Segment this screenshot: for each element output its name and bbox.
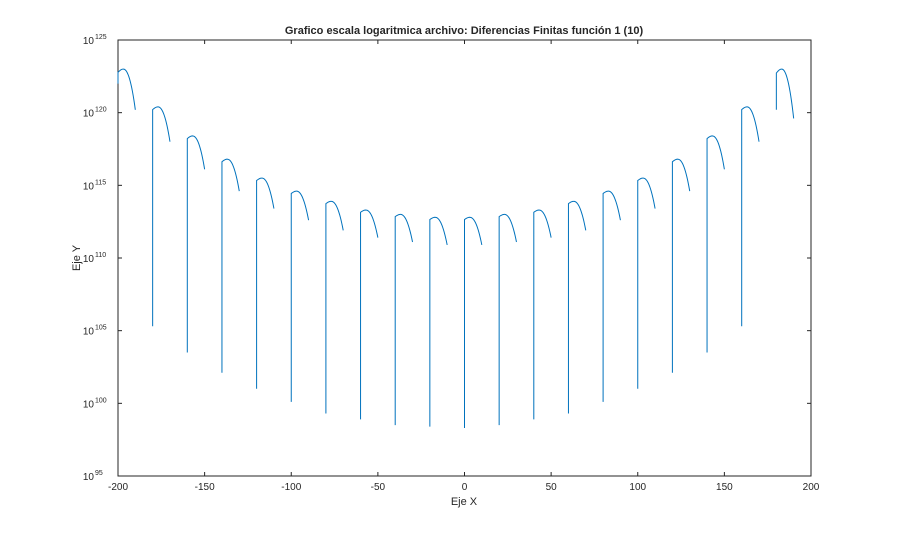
x-tick-label: 200	[803, 482, 820, 493]
y-tick-exponent: 105	[95, 325, 107, 332]
x-tick-label: 150	[716, 482, 733, 493]
series-segment	[394, 213, 414, 426]
y-tick-label: 10	[83, 36, 95, 47]
series-segment	[429, 216, 448, 427]
x-tick-label: 100	[629, 482, 646, 493]
y-tick-exponent: 110	[95, 252, 106, 259]
y-tick-label: 10	[83, 181, 95, 192]
y-tick-exponent: 125	[95, 34, 107, 41]
series-segment	[775, 68, 795, 119]
series-segment	[325, 200, 344, 414]
series-segment	[602, 190, 621, 402]
x-axis: -200 -150 -100 -50 0 50 100 150 200	[108, 40, 820, 493]
series-segment	[567, 200, 587, 414]
y-tick-label: 10	[83, 109, 95, 120]
series-segment	[221, 158, 240, 373]
series-segment	[256, 177, 275, 389]
series-segment	[637, 177, 656, 389]
x-axis-label: Eje X	[451, 496, 478, 508]
y-tick-exponent: 120	[95, 107, 107, 114]
series-segment	[186, 135, 206, 353]
y-axis-label: Eje Y	[71, 244, 83, 271]
x-tick-label: -100	[281, 482, 301, 493]
chart-title: Grafico escala logaritmica archivo: Dife…	[285, 25, 644, 37]
series-segment	[741, 106, 760, 327]
series-segment	[706, 135, 725, 353]
series-layer	[117, 68, 795, 429]
y-tick-label: 10	[83, 254, 95, 265]
y-tick-label: 10	[83, 399, 95, 410]
x-tick-label: -200	[108, 482, 128, 493]
series-segment	[533, 209, 552, 420]
x-tick-label: -150	[195, 482, 215, 493]
y-tick-exponent: 95	[95, 470, 103, 477]
series-segment	[360, 209, 379, 420]
y-tick-label: 10	[83, 472, 95, 483]
series-segment	[117, 68, 136, 110]
series-segment	[671, 158, 691, 373]
x-tick-label: 0	[462, 482, 468, 493]
series-segment	[290, 190, 310, 402]
series-segment	[152, 106, 171, 327]
series-segment	[498, 213, 517, 426]
y-tick-label: 10	[83, 327, 95, 338]
x-tick-label: -50	[371, 482, 386, 493]
y-tick-exponent: 115	[95, 179, 106, 186]
series-segment	[464, 216, 483, 429]
y-tick-exponent: 100	[95, 397, 107, 404]
x-tick-label: 50	[546, 482, 558, 493]
